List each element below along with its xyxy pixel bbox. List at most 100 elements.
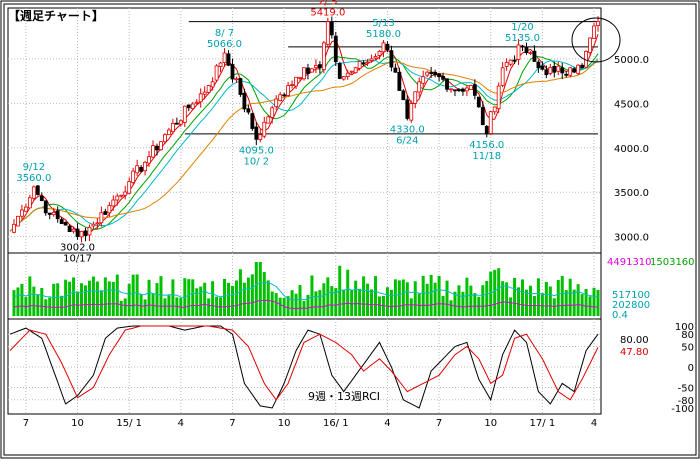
rci-current-value-1: 80.00: [620, 335, 649, 346]
annotation-date: 9/12: [23, 162, 45, 173]
volume-bar: [449, 300, 453, 316]
volume-bar: [401, 279, 405, 316]
candle-body: [528, 52, 533, 55]
x-tick-label: 7: [229, 418, 235, 429]
candle-body: [43, 200, 48, 214]
annotation-date: 6/24: [396, 135, 418, 146]
candle-body: [337, 63, 342, 79]
candle-body: [548, 67, 553, 74]
candle-body: [186, 104, 191, 109]
volume-bar: [151, 293, 155, 316]
volume-bar: [20, 283, 24, 316]
volume-bar: [556, 279, 560, 316]
volume-bar: [107, 281, 111, 316]
volume-bar: [103, 277, 107, 316]
candle-body: [556, 65, 561, 72]
candle-body: [16, 215, 20, 227]
volume-bar: [83, 285, 87, 316]
volume-bar: [385, 287, 389, 316]
volume-bar: [489, 271, 493, 316]
volume-bar: [532, 296, 536, 316]
volume-bar: [465, 277, 469, 316]
volume-bar: [207, 298, 211, 316]
price-y-tick-label: 3500.0: [614, 188, 649, 199]
volume-bar: [513, 277, 517, 316]
volume-label-1: 517100: [612, 290, 650, 301]
volume-bar: [366, 283, 370, 316]
volume-bar: [294, 293, 298, 316]
volume-bar: [80, 283, 84, 316]
volume-bar: [195, 288, 199, 316]
annotation-price: 5135.0: [505, 33, 540, 44]
price-y-tick-label: 5000.0: [614, 55, 649, 66]
volume-bar: [457, 285, 461, 316]
candle-body: [449, 88, 453, 91]
annotation-date: 11/18: [472, 151, 501, 162]
volume-bar: [405, 282, 409, 316]
volume-bar: [16, 287, 20, 316]
inner-border: [3, 3, 697, 456]
candle-body: [357, 60, 362, 69]
candle-body: [353, 67, 358, 74]
volume-bar: [99, 290, 103, 316]
volume-bar: [493, 269, 497, 316]
volume-bar: [425, 283, 429, 316]
volume-bar: [350, 290, 354, 316]
volume-bar: [72, 277, 76, 316]
volume-bar: [564, 290, 568, 316]
x-tick-label: 10: [278, 418, 291, 429]
candle-body: [441, 76, 445, 80]
chart-title: 【週足チャート】: [8, 8, 104, 23]
candle-body: [512, 59, 517, 62]
volume-bar: [417, 293, 421, 316]
volume-averages: [13, 281, 599, 310]
volume-bar: [322, 283, 326, 316]
volume-bar: [521, 279, 525, 316]
volume-bar: [469, 285, 473, 316]
price-y-tick-label: 4000.0: [614, 144, 649, 155]
volume-bar: [36, 294, 40, 316]
rci-y-tick-label: -80: [678, 396, 694, 407]
candle-body: [115, 195, 120, 201]
candle-body: [580, 64, 585, 69]
volume-bar: [28, 276, 32, 316]
candle-body: [95, 222, 100, 225]
candle-body: [63, 221, 68, 226]
candle-body: [91, 223, 96, 227]
volume-bar: [481, 285, 485, 316]
candle-body: [182, 105, 187, 123]
volume-bar: [95, 281, 99, 316]
candle-body: [361, 62, 366, 65]
volume-bar: [187, 279, 191, 316]
candle-body: [87, 226, 92, 236]
candle-body: [226, 53, 231, 66]
candle-body: [314, 65, 318, 69]
volume-bar: [596, 289, 600, 316]
annotation-date: 8/ 7: [215, 28, 234, 39]
volume-bar: [143, 299, 147, 316]
candle-body: [190, 103, 195, 109]
candle-body: [508, 59, 513, 65]
x-tick-label: 10: [71, 418, 84, 429]
volume-bar: [87, 280, 91, 316]
volume-bar: [32, 286, 36, 316]
annotation-price: 3560.0: [16, 173, 51, 184]
volume-bar: [453, 291, 457, 316]
candle-body: [369, 58, 374, 61]
volume-secondary-line: [13, 299, 598, 310]
volume-bar: [56, 283, 60, 316]
candle-body: [445, 78, 449, 90]
volume-bar: [191, 279, 195, 316]
volume-bar: [421, 275, 425, 316]
volume-bar: [354, 280, 358, 316]
volume-bar: [306, 294, 310, 316]
candle-body: [405, 99, 410, 119]
volume-bar: [334, 288, 338, 316]
candle-body: [67, 225, 72, 232]
candle-body: [119, 194, 124, 197]
candle-body: [306, 67, 310, 74]
volume-bar: [211, 281, 215, 316]
